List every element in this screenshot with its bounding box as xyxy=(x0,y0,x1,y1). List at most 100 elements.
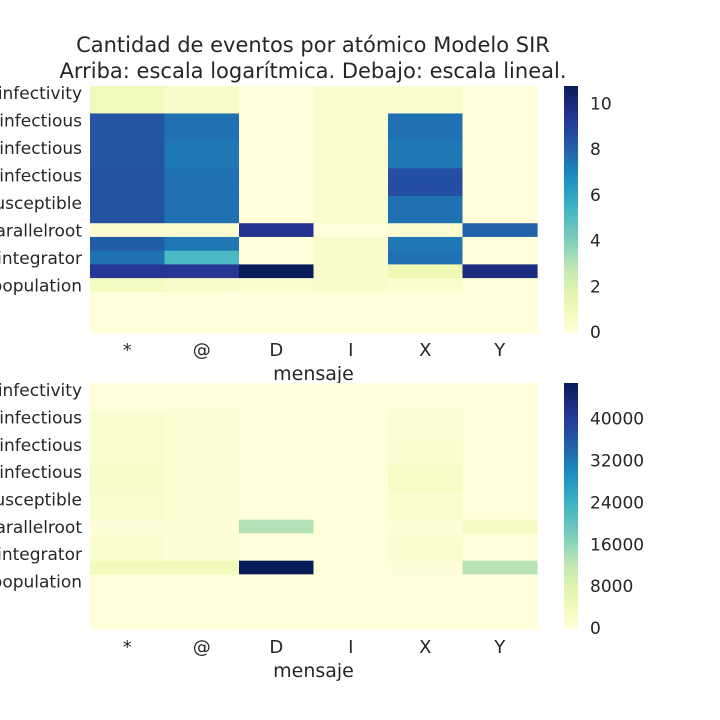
heatmap-cell xyxy=(313,410,389,425)
colorbar-tick-label: 40000 xyxy=(590,410,644,430)
heatmap-cell xyxy=(90,113,166,128)
heatmap-cell xyxy=(388,195,464,211)
heatmap-cell xyxy=(164,533,240,548)
heatmap-cell xyxy=(462,86,538,101)
heatmap-cell xyxy=(462,154,538,169)
heatmap-cell xyxy=(462,506,538,521)
heatmap-cell xyxy=(462,195,538,211)
heatmap-cell xyxy=(462,223,538,238)
heatmap-cell xyxy=(313,113,389,128)
heatmap-cell xyxy=(462,574,538,589)
heatmap-cell xyxy=(388,99,464,115)
x-tick-label: X xyxy=(419,340,431,361)
y-tick-label: parallelroot xyxy=(0,518,82,538)
heatmap-cell xyxy=(239,465,315,480)
heatmap-cell xyxy=(239,154,315,169)
heatmap-cell xyxy=(90,574,166,589)
heatmap-cell xyxy=(90,383,166,398)
heatmap-cell xyxy=(239,396,315,411)
heatmap-cell xyxy=(164,410,240,425)
heatmap-cell xyxy=(462,615,538,630)
y-tick-label: integrator xyxy=(0,545,82,565)
heatmap-cell xyxy=(239,533,315,548)
heatmap-cell xyxy=(90,588,166,603)
heatmap-cell xyxy=(313,319,389,334)
heatmap-cell xyxy=(313,506,389,521)
heatmap-cell xyxy=(164,236,240,252)
colorbar-tick-label: 0 xyxy=(590,619,601,639)
heatmap-cell xyxy=(90,478,166,493)
heatmap-cell xyxy=(90,278,166,293)
heatmap-cell xyxy=(313,168,389,183)
heatmap-cell xyxy=(90,451,166,466)
heatmap-cell xyxy=(164,588,240,603)
heatmap-cell xyxy=(462,451,538,466)
heatmap-cell xyxy=(239,305,315,320)
heatmap-cell xyxy=(388,182,464,197)
heatmap-cell xyxy=(90,236,166,252)
chart-title: Cantidad de eventos por atómico Modelo S… xyxy=(76,33,550,57)
heatmap-cell xyxy=(388,574,464,589)
heatmap-cell xyxy=(313,140,389,156)
heatmap-cell xyxy=(313,574,389,589)
heatmap-cell xyxy=(239,451,315,466)
heatmap-cell xyxy=(462,588,538,603)
y-tick-label: infectious xyxy=(0,463,82,483)
colorbar-tick-label: 24000 xyxy=(590,493,644,513)
heatmap-cell xyxy=(90,223,166,238)
x-tick-label: @ xyxy=(193,637,211,658)
heatmap-cell xyxy=(388,437,464,452)
heatmap-cell xyxy=(90,560,166,575)
heatmap-cell xyxy=(90,615,166,630)
x-tick-label: Y xyxy=(493,340,506,361)
heatmap-cell xyxy=(313,86,389,101)
y-tick-label: parallelroot xyxy=(0,221,82,241)
colorbar-tick-label: 0 xyxy=(590,323,601,343)
heatmap-cell xyxy=(164,127,240,142)
heatmap-cell xyxy=(90,264,166,279)
heatmap-cell xyxy=(164,560,240,575)
heatmap-cell xyxy=(388,278,464,293)
heatmap-cell xyxy=(313,383,389,398)
heatmap-cell xyxy=(239,437,315,452)
heatmap-cell xyxy=(239,588,315,603)
colorbar xyxy=(564,383,578,629)
heatmap-cell xyxy=(164,465,240,480)
heatmap-cell xyxy=(164,250,240,265)
heatmap-cell xyxy=(164,547,240,562)
heatmap-cell xyxy=(462,182,538,197)
heatmap-cell xyxy=(90,396,166,411)
heatmap-cell xyxy=(388,519,464,534)
heatmap-cell xyxy=(164,574,240,589)
heatmap-cell xyxy=(462,278,538,293)
y-tick-label: infectious xyxy=(0,409,82,429)
heatmap-cell xyxy=(388,410,464,425)
heatmap-cell xyxy=(90,195,166,211)
y-tick-label: infectious xyxy=(0,139,82,159)
y-tick-label: integrator xyxy=(0,249,82,269)
heatmap-cell xyxy=(462,127,538,142)
heatmap-cell xyxy=(462,492,538,507)
heatmap-cell xyxy=(462,410,538,425)
heatmap-cell xyxy=(388,396,464,411)
heatmap-cell xyxy=(90,154,166,169)
heatmap-cell xyxy=(313,223,389,238)
colorbar-tick-label: 6 xyxy=(590,186,601,206)
heatmap-cell xyxy=(388,465,464,480)
heatmap-cell xyxy=(239,574,315,589)
heatmap-cell xyxy=(164,223,240,238)
heatmap-cell xyxy=(462,305,538,320)
y-tick-label: susceptible xyxy=(0,491,82,511)
heatmap-cell xyxy=(90,519,166,534)
heatmap-cell xyxy=(462,168,538,183)
heatmap-cell xyxy=(164,99,240,115)
heatmap-cell xyxy=(239,560,315,575)
y-tick-label: infectious xyxy=(0,436,82,456)
heatmap-cell xyxy=(313,182,389,197)
heatmap-cell xyxy=(90,86,166,101)
heatmap-cell xyxy=(313,99,389,115)
x-tick-label: X xyxy=(419,637,431,658)
heatmap-cell xyxy=(313,195,389,211)
heatmap-cell xyxy=(164,195,240,211)
y-tick-label: population xyxy=(0,276,82,296)
